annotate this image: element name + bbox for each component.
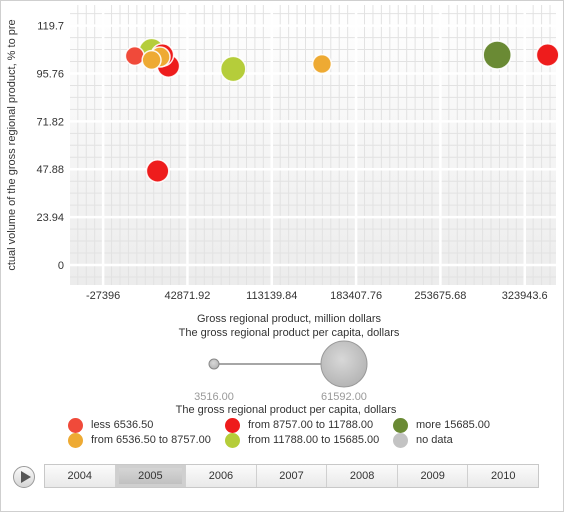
- legend-label: from 6536.50 to 8757.00: [91, 434, 211, 446]
- x-tick-label: 323943.6: [502, 290, 548, 302]
- legend-label: no data: [416, 434, 453, 446]
- x-axis-ticks: -27396 42871.92 113139.84 183407.76 253675.6…: [86, 290, 548, 302]
- legend-item-6536-to-8757[interactable]: from 6536.50 to 8757.00: [68, 432, 211, 448]
- bubble-point[interactable]: [311, 53, 333, 75]
- x-tick-label: 42871.92: [165, 290, 211, 302]
- legend-item-8757-to-11788[interactable]: from 8757.00 to 11788.00: [225, 417, 373, 433]
- x-axis-label: Gross regional product, million dollars: [197, 313, 382, 325]
- legend-swatch: [68, 417, 83, 433]
- major-grid: [70, 5, 556, 285]
- timeline-year-2010[interactable]: 2010: [491, 470, 516, 482]
- play-icon[interactable]: [13, 466, 35, 488]
- legend-swatch: [68, 432, 83, 448]
- legend-label: more 15685.00: [416, 419, 490, 431]
- legend-swatch: [225, 417, 240, 433]
- legend-item-no-data[interactable]: no data: [393, 432, 453, 448]
- x-tick-label: 113139.84: [246, 290, 297, 302]
- bubbles: [124, 37, 560, 183]
- legend-item-11788-to-15685[interactable]: from 11788.00 to 15685.00: [225, 432, 379, 448]
- legend-swatch: [393, 432, 408, 448]
- legend-label: from 8757.00 to 11788.00: [248, 419, 374, 431]
- timeline-bar: 2004 2005 2006 2007 2008 2009 2010: [44, 464, 539, 488]
- legend-title: The gross regional product per capita, d…: [176, 404, 397, 416]
- size-axis-label: The gross regional product per capita, d…: [179, 327, 400, 339]
- legend-item-more-15685[interactable]: more 15685.00: [393, 417, 490, 433]
- timeline-year-2008[interactable]: 2008: [327, 465, 398, 487]
- size-scale-max-bubble: [320, 340, 368, 388]
- y-axis-ticks: 0 23.94 47.88 71.82 95.76 119.7: [36, 21, 64, 272]
- bubble-point[interactable]: [124, 45, 145, 67]
- legend-swatch: [225, 432, 240, 448]
- timeline-year-2004[interactable]: 2004: [45, 465, 116, 487]
- y-tick-label: 47.88: [36, 164, 64, 176]
- y-tick-label: 0: [58, 260, 64, 272]
- bubble-point[interactable]: [535, 43, 560, 67]
- legend-swatch: [393, 417, 408, 433]
- x-tick-label: 183407.76: [330, 290, 382, 302]
- y-axis-label: ctual volume of the gross regional produ…: [6, 19, 18, 270]
- y-tick-label: 119.7: [37, 21, 64, 33]
- bubble-chart: -27396 42871.92 113139.84 183407.76 253675.6…: [6, 5, 560, 416]
- y-tick-label: 71.82: [36, 116, 64, 128]
- legend-item-less-6536[interactable]: less 6536.50: [68, 417, 153, 433]
- timeline-year-2006[interactable]: 2006: [186, 465, 257, 487]
- size-scale-max-label: 61592.00: [321, 391, 367, 403]
- timeline-year-2009[interactable]: 2009: [398, 465, 469, 487]
- bubble-point[interactable]: [482, 40, 512, 70]
- timeline-year-2007[interactable]: 2007: [257, 465, 328, 487]
- x-tick-label: 253675.68: [414, 290, 466, 302]
- legend-label: from 11788.00 to 15685.00: [248, 434, 380, 446]
- size-scale-min-bubble: [208, 358, 220, 370]
- bubble-point[interactable]: [145, 159, 170, 183]
- timeline-year-2005[interactable]: 2005: [115, 465, 187, 487]
- size-scale-min-label: 3516.00: [194, 391, 234, 403]
- y-tick-label: 23.94: [36, 212, 64, 224]
- bubble-point[interactable]: [141, 49, 162, 71]
- bubble-point[interactable]: [219, 55, 247, 83]
- x-tick-label: -27396: [86, 290, 120, 302]
- y-tick-label: 95.76: [36, 68, 64, 80]
- legend-label: less 6536.50: [91, 419, 154, 431]
